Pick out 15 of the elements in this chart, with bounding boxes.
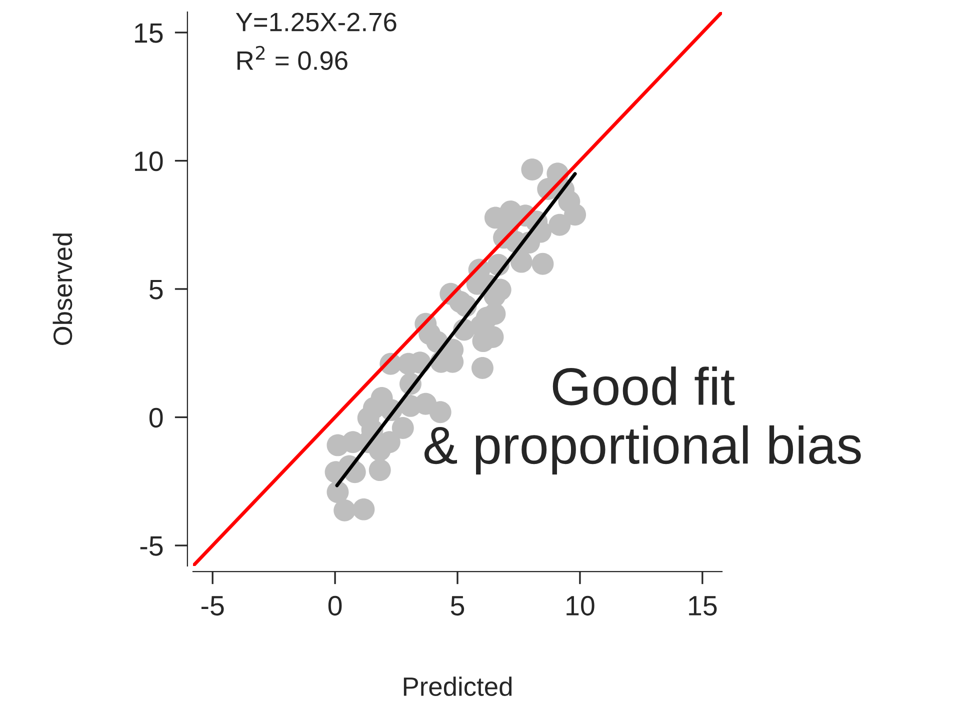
y-tick-label: 5 (149, 280, 163, 300)
annotation: Good fit & proportional bias (424, 366, 861, 475)
x-axis-title: Predicted (404, 676, 512, 696)
x-tick-label: 10 (566, 596, 594, 616)
x-tick-label: 15 (689, 596, 717, 616)
annotation: R$^{2}$ = 0.96 (237, 46, 348, 70)
y-tick-label: 0 (149, 408, 163, 428)
x-tick-label: 5 (450, 596, 464, 616)
y-tick-label: -5 (140, 536, 163, 556)
y-tick-label: 10 (135, 151, 163, 172)
y-axis-title: Observed (52, 233, 72, 345)
annotation: Y=1.25X-2.76 (236, 12, 396, 32)
x-tick-label: -5 (201, 596, 224, 616)
y-tick-label: 15 (135, 23, 163, 43)
x-tick-label: 0 (328, 596, 342, 616)
